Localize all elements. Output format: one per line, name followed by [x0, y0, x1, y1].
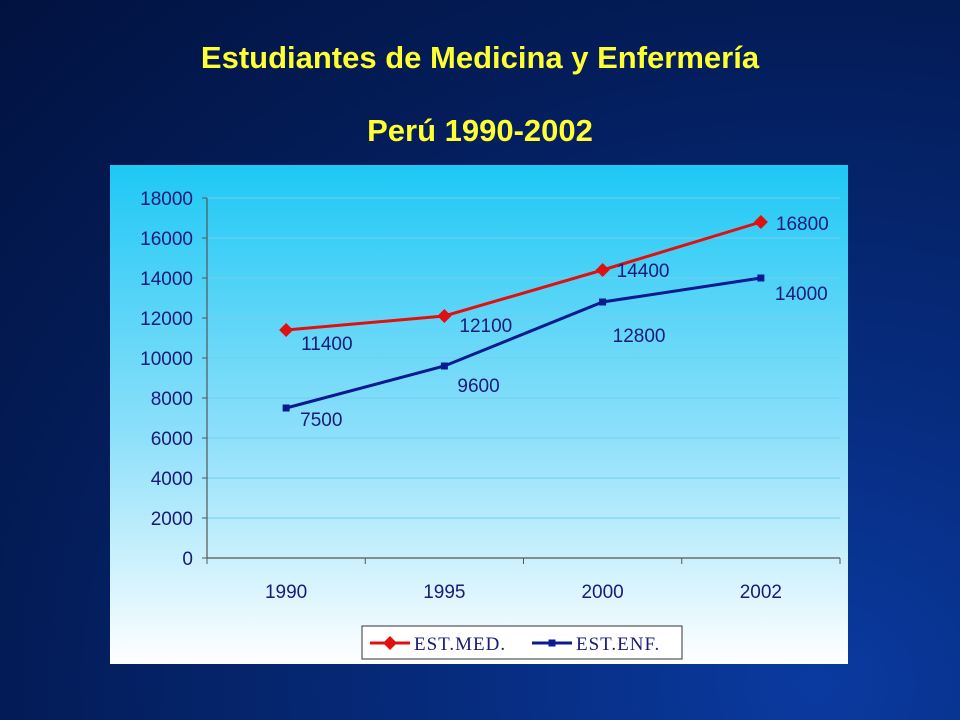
- y-tick-label: 2000: [151, 509, 193, 530]
- y-tick-label: 0: [182, 549, 193, 570]
- data-point-marker: [282, 404, 290, 412]
- y-tick-label: 18000: [140, 189, 193, 210]
- data-label: 14000: [775, 284, 828, 305]
- data-point-marker: [279, 323, 294, 337]
- y-tick-label: 4000: [151, 469, 193, 490]
- series-line-est-med: [285, 220, 762, 332]
- x-tick-label: 1990: [265, 582, 307, 603]
- y-tick-label: 10000: [140, 349, 193, 370]
- data-label: 9600: [457, 376, 499, 397]
- tick-labels: 0 2000 4000 6000 8000 10000 12000 14000 16000 180…: [140, 189, 782, 603]
- chart-area: [110, 165, 848, 664]
- y-tick-label: 6000: [151, 429, 193, 450]
- data-label: 12100: [459, 316, 512, 337]
- data-label: 14400: [617, 261, 670, 282]
- data-label: 11400: [301, 334, 352, 355]
- data-point-marker: [548, 639, 556, 647]
- y-tick-label: 16000: [140, 229, 193, 250]
- axes: [202, 197, 841, 564]
- x-tick-label: 1995: [423, 582, 465, 603]
- series-line-est-enf: [285, 276, 762, 410]
- data-point-marker: [440, 362, 448, 370]
- series-group: [279, 215, 768, 412]
- slide-title: Estudiantes de Medicina y Enfermería: [200, 40, 760, 75]
- x-tick-label: 2000: [581, 582, 623, 603]
- data-point-marker: [595, 263, 610, 277]
- legend-label: EST.ENF.: [576, 634, 660, 655]
- data-label: 16800: [776, 214, 829, 235]
- data-point-marker: [757, 274, 765, 282]
- legend-box: [361, 625, 683, 660]
- data-point-marker: [383, 636, 397, 650]
- data-point-marker: [599, 298, 607, 306]
- data-point-marker: [437, 309, 452, 323]
- gridlines: [207, 197, 840, 519]
- data-point-marker: [753, 215, 768, 229]
- y-tick-label: 8000: [151, 389, 193, 410]
- y-tick-label: 14000: [140, 269, 193, 290]
- data-label: 7500: [300, 410, 342, 431]
- data-label: 12800: [613, 326, 666, 347]
- data-labels: 11400 12100 14400 16800 7500 9600 12800 14000: [300, 214, 829, 431]
- legend: EST.MED. EST.ENF.: [361, 625, 683, 660]
- x-tick-label: 2002: [740, 582, 782, 603]
- y-tick-label: 12000: [140, 309, 193, 330]
- legend-label: EST.MED.: [414, 634, 506, 655]
- slide-subtitle: Perú 1990-2002: [367, 113, 593, 148]
